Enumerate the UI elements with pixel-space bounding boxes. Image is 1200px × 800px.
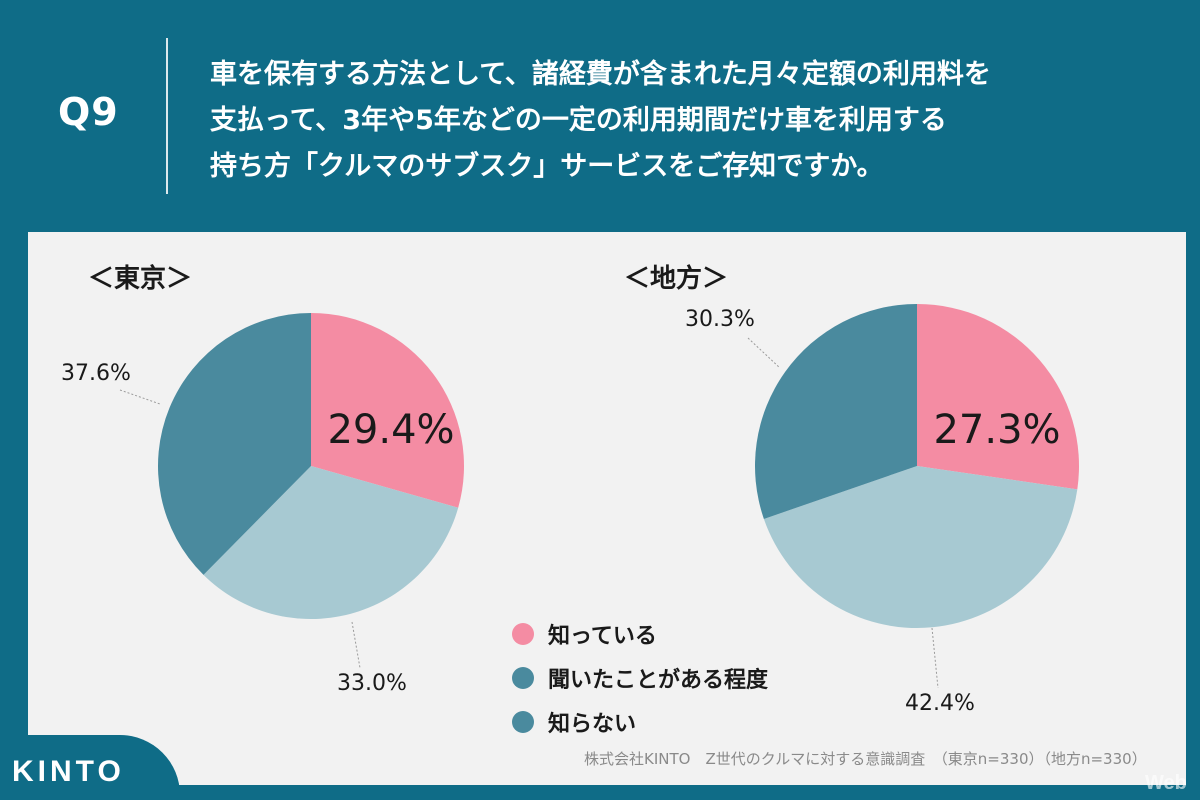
data-label-dont-know: 37.6% [61, 361, 131, 386]
leader-line-heard [931, 627, 939, 689]
legend-swatch-know [512, 623, 534, 645]
legend-label-dont-know: 知らない [548, 712, 637, 737]
pie-slice-heard [763, 466, 1078, 629]
watermark: Web [1145, 772, 1187, 794]
pie-slice-dont-know [158, 313, 311, 575]
data-label-know: 29.4% [327, 407, 454, 453]
leader-line-dont-know [119, 389, 161, 405]
question-line-1: 車を保有する方法として、諸経費が含まれた月々定額の利用料を [210, 59, 991, 90]
kinto-logo: KINTO [12, 755, 125, 788]
data-label-heard: 33.0% [337, 671, 407, 696]
pie-chart-tokyo: 29.4% 33.0% 37.6% [61, 313, 464, 696]
bottom-strip [0, 785, 1200, 800]
legend-swatch-heard [512, 667, 534, 689]
header-divider [166, 38, 168, 194]
legend-label-know: 知っている [548, 624, 657, 649]
question-line-3: 持ち方「クルマのサブスク」サービスをご存知ですか。 [210, 151, 884, 182]
legend-label-heard: 聞いたことがある程度 [548, 668, 769, 693]
question-text: 車を保有する方法として、諸経費が含まれた月々定額の利用料を 支払って、3年や5年… [210, 52, 1180, 190]
question-number: Q9 [58, 90, 119, 134]
pie-slice-know [311, 313, 464, 508]
pie-slice-heard [203, 466, 459, 619]
legend-item-dont-know: 知らない [512, 700, 768, 744]
legend-item-heard: 聞いたことがある程度 [512, 656, 768, 700]
legend: 知っている 聞いたことがある程度 知らない [512, 612, 768, 744]
question-line-2: 支払って、3年や5年などの一定の利用期間だけ車を利用する [210, 105, 947, 136]
pie-slice-dont-know [755, 304, 917, 519]
chart-title-tokyo: ＜東京＞ [88, 264, 193, 294]
leader-line-heard [351, 621, 361, 669]
pie-slice-know [917, 304, 1079, 490]
legend-swatch-dont-know [512, 711, 534, 733]
data-label-dont-know: 30.3% [685, 307, 755, 332]
chart-title-regional: ＜地方＞ [624, 264, 729, 294]
data-label-heard: 42.4% [905, 691, 975, 716]
source-note: 株式会社KINTO Z世代のクルマに対する意識調査 （東京n=330）（地方n=… [584, 750, 1147, 768]
pie-chart-regional: 27.3% 42.4% 30.3% [685, 304, 1079, 716]
legend-item-know: 知っている [512, 612, 768, 656]
header: Q9 車を保有する方法として、諸経費が含まれた月々定額の利用料を 支払って、3年… [0, 0, 1200, 232]
data-label-know: 27.3% [933, 407, 1060, 453]
leader-line-dont-know [747, 337, 781, 369]
